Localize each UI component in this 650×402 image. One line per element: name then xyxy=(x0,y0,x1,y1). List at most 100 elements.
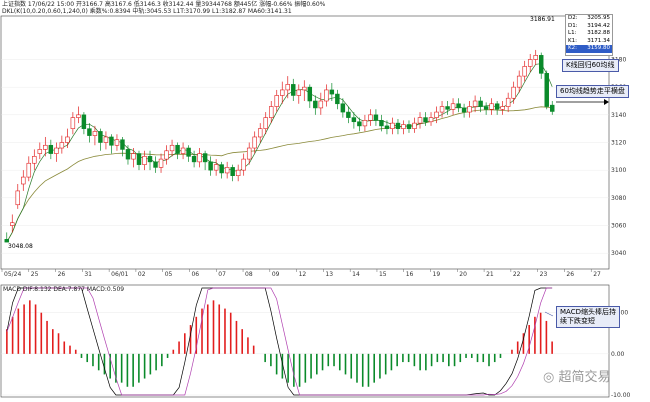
band-line xyxy=(6,63,553,243)
candle-body xyxy=(439,106,445,113)
candle-body xyxy=(285,84,290,91)
candle-body xyxy=(164,150,169,160)
candle-body xyxy=(246,147,252,160)
date-tick-label: 08 xyxy=(245,271,253,278)
note-ma60-return: K线回归60均线 xyxy=(562,59,619,72)
candle-body xyxy=(175,144,180,154)
candle-body xyxy=(461,107,467,113)
price-tick-label: 3100 xyxy=(611,167,626,174)
candle-body xyxy=(224,167,230,174)
candle-body xyxy=(434,111,439,118)
candle-body xyxy=(70,117,76,129)
ma60-line xyxy=(6,106,553,243)
header-line1: 上证指数 17/06/22 15:00 开3166.7 高3167.6 低314… xyxy=(2,0,326,8)
price-tick-label: 3180 xyxy=(611,57,626,64)
dea-line xyxy=(6,287,553,396)
candle-body xyxy=(252,136,257,149)
candle-body xyxy=(351,117,357,123)
candle-body xyxy=(142,156,147,165)
candle-body xyxy=(81,114,87,129)
candle-body xyxy=(346,111,351,118)
candle-body xyxy=(395,122,401,129)
candle-body xyxy=(103,136,109,143)
candle-body xyxy=(10,222,15,226)
candle-body xyxy=(169,144,175,152)
header-line2: DKL(K(10,0.20,0.60,1,240,0) 乘数%:0.8394 中… xyxy=(2,7,292,15)
candle-body xyxy=(43,144,48,150)
candle-body xyxy=(335,93,340,105)
candle-body xyxy=(472,100,478,107)
arrow-head xyxy=(604,99,609,105)
candle-body xyxy=(522,66,527,77)
candles xyxy=(4,49,555,243)
candle-body xyxy=(417,117,423,124)
candle-body xyxy=(313,100,318,109)
candle-body xyxy=(516,75,522,88)
price-tick-label: 3140 xyxy=(611,112,626,119)
band-path xyxy=(6,63,553,243)
macd-histogram xyxy=(6,300,553,387)
candle-body xyxy=(445,106,450,110)
candle-body xyxy=(230,167,235,176)
date-tick-label: 19 xyxy=(433,271,441,278)
candle-body xyxy=(362,120,368,127)
date-tick-label: 21 xyxy=(486,271,494,278)
candle-body xyxy=(401,124,406,129)
date-tick-label: 14 xyxy=(352,271,360,278)
candle-body xyxy=(197,153,202,163)
candle-body xyxy=(307,86,313,102)
candle-body xyxy=(208,161,213,171)
price-tick-label: 3080 xyxy=(611,195,626,202)
candle-body xyxy=(98,131,103,143)
note-macd-line1: MACD缩头棒后持 xyxy=(560,308,616,316)
watermark-text: 超简交易 xyxy=(558,370,611,385)
candle-body xyxy=(191,156,197,163)
candle-body xyxy=(329,89,335,95)
candle-body xyxy=(324,89,329,102)
candle-body xyxy=(302,86,307,91)
date-tick-label: 05 xyxy=(165,271,173,278)
date-tick-label: 05/24 xyxy=(4,271,21,278)
candle-body xyxy=(257,128,263,138)
candle-body xyxy=(390,122,395,129)
candle-body xyxy=(483,106,489,110)
legend-row-d1: D1: 3194.42 xyxy=(568,22,610,29)
candle-body xyxy=(291,84,296,96)
price-tick-label: 3120 xyxy=(611,140,626,147)
candle-body xyxy=(412,122,417,129)
legend-row-k1: K1: 3171.34 xyxy=(568,37,610,44)
date-axis: 05/24 25 26 31 06/01 02 05 06 07 08 09 12 13 14 15 16 19… xyxy=(1,269,601,278)
low-label: 3048.08 xyxy=(8,243,33,250)
date-tick-label: 09 xyxy=(272,271,280,278)
candle-body xyxy=(92,131,98,136)
ma60-path xyxy=(6,106,553,243)
candle-body xyxy=(158,158,164,168)
date-tick-label: 07 xyxy=(218,271,226,278)
date-tick-label: 02 xyxy=(138,271,146,278)
candle-body xyxy=(373,114,379,121)
legend-row-k2: K2: 3159.80 xyxy=(566,45,612,53)
high-label: 3186.91 xyxy=(530,16,555,23)
candle-body xyxy=(131,153,136,160)
legend-row-l1: L1: 3182.88 xyxy=(568,30,610,37)
candle-body xyxy=(500,106,505,110)
candle-body xyxy=(87,128,92,136)
macd-tick-label: -10.00 xyxy=(611,392,631,399)
candle-body xyxy=(357,121,362,127)
candle-body xyxy=(527,59,533,67)
note-macd: MACD缩头棒后持 续下跌变短 xyxy=(556,306,620,328)
candle-body xyxy=(368,114,373,121)
candle-body xyxy=(280,89,285,96)
macd-lines xyxy=(6,287,553,396)
candle-body xyxy=(219,164,224,174)
candle-body xyxy=(340,103,346,113)
level-legend: D2: 3205.95 D1: 3194.42 L1: 3182.88 K1: 3171… xyxy=(565,14,613,56)
candle-body xyxy=(37,149,43,154)
candle-body xyxy=(147,156,153,163)
candle-body xyxy=(494,103,500,110)
candle-body xyxy=(153,161,158,168)
candle-body xyxy=(467,106,472,113)
candle-body xyxy=(406,124,412,129)
candle-body xyxy=(450,103,456,110)
